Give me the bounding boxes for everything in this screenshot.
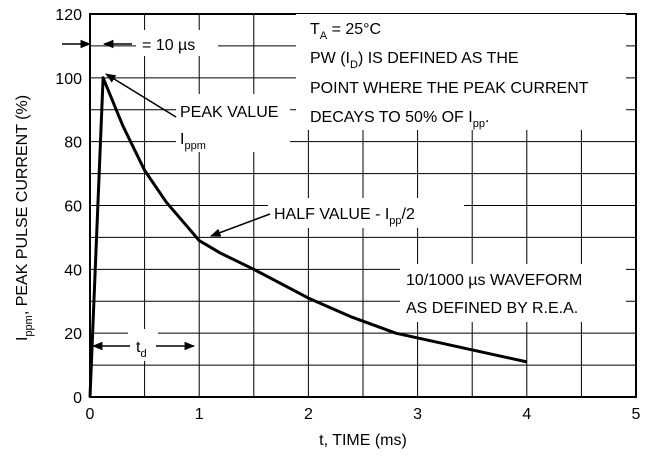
waveform-label-line-1: 10/1000 µs WAVEFORM — [406, 272, 582, 289]
x-tick-label: 1 — [195, 406, 204, 423]
half-value-pointer — [210, 213, 271, 237]
td-box — [128, 329, 158, 361]
peak-value-symbol: Ippm — [180, 131, 206, 152]
x-axis-label: t, TIME (ms) — [319, 432, 407, 449]
conditions-line-2: PW (ID) IS DEFINED AS THE — [310, 50, 519, 71]
waveform-label-line-2: AS DEFINED BY R.E.A. — [406, 300, 578, 317]
x-tick-labels: 0 1 2 3 4 5 — [86, 406, 641, 423]
conditions-line-3: POINT WHERE THE PEAK CURRENT — [310, 80, 589, 97]
y-tick-label: 40 — [64, 262, 82, 279]
peak-value-label: PEAK VALUE — [180, 104, 278, 121]
y-tick-label: 0 — [73, 390, 82, 407]
conditions-line-4: DECAYS TO 50% OF Ipp. — [310, 109, 489, 130]
x-tick-label: 4 — [522, 406, 531, 423]
half-value-box — [268, 198, 464, 228]
peak-value-box — [176, 94, 290, 152]
waveform-line — [88, 76, 528, 398]
x-tick-label: 2 — [304, 406, 313, 423]
conditions-box — [296, 14, 626, 130]
x-tick-label: 5 — [632, 406, 641, 423]
y-tick-label: 60 — [64, 199, 82, 216]
half-value-label: HALF VALUE - Ipp/2 — [274, 206, 415, 227]
waveform-box — [400, 264, 626, 322]
pulse-width-label: = 10 µs — [142, 37, 195, 54]
x-tick-label: 0 — [86, 406, 95, 423]
peak-value-pointer — [105, 73, 177, 118]
conditions-line-1: TA = 25°C — [310, 21, 381, 42]
y-tick-labels: 0 20 40 60 80 100 120 — [55, 7, 82, 407]
x-tick-label: 3 — [413, 406, 422, 423]
td-label: td — [136, 339, 147, 360]
y-tick-label: 80 — [64, 135, 82, 152]
pulse-width-box — [136, 30, 218, 56]
y-tick-label: 120 — [55, 7, 82, 24]
y-tick-label: 100 — [55, 71, 82, 88]
y-tick-label: 20 — [64, 326, 82, 343]
y-axis-label: Ippm, PEAK PULSE CURRENT (%) — [14, 95, 35, 341]
